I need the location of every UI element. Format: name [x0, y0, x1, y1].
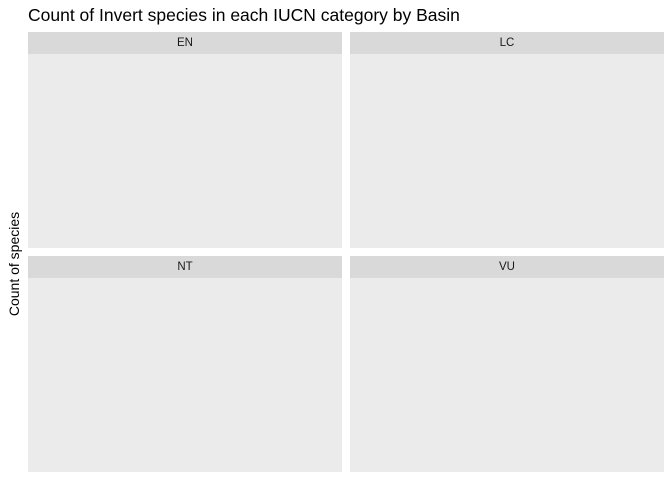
y-axis-label: Count of species [6, 211, 22, 317]
facet-strip-en: EN [28, 32, 342, 54]
facet-strip-lc: LC [350, 32, 664, 54]
facet-panel-nt: NT [28, 256, 342, 472]
facet-panel-en: EN [28, 32, 342, 248]
facet-panel-lc: LC [350, 32, 664, 248]
facet-plot-area-lc [350, 54, 664, 248]
facet-strip-nt: NT [28, 256, 342, 278]
facet-strip-vu: VU [350, 256, 664, 278]
facet-panel-vu: VU [350, 256, 664, 472]
facet-plot-area-vu [350, 278, 664, 472]
facet-plot-area-nt [28, 278, 342, 472]
chart-title: Count of Invert species in each IUCN cat… [28, 5, 460, 25]
facet-plot-area-en [28, 54, 342, 248]
